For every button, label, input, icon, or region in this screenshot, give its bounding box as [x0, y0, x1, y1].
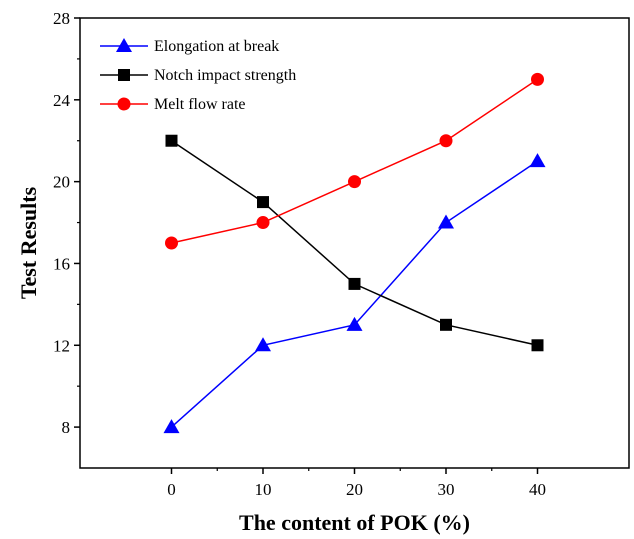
x-tick-label: 40	[529, 480, 546, 499]
data-point	[346, 316, 363, 331]
data-point	[438, 214, 454, 229]
data-point	[348, 175, 361, 189]
data-point	[165, 134, 178, 147]
legend-marker	[118, 69, 130, 81]
x-tick-label: 20	[346, 480, 363, 499]
x-tick-label: 0	[167, 480, 176, 499]
data-point	[256, 216, 270, 230]
data-point	[529, 153, 546, 168]
legend-marker	[116, 38, 132, 52]
y-tick-label: 20	[53, 173, 70, 192]
plot-frame	[79, 17, 630, 469]
y-tick-label: 12	[53, 336, 70, 355]
y-tick-label: 8	[62, 418, 71, 437]
y-tick-label: 28	[53, 9, 70, 28]
y-tick-label: 16	[53, 254, 70, 273]
legend-label: Elongation at break	[154, 38, 279, 55]
x-tick-label: 10	[255, 480, 272, 499]
legend-label: Notch impact strength	[154, 67, 296, 84]
data-point	[257, 196, 269, 209]
data-point	[165, 236, 178, 250]
y-axis-title: Test Results	[16, 186, 41, 299]
series-line-1	[171, 160, 538, 428]
data-point	[440, 318, 452, 331]
data-point	[531, 72, 544, 86]
data-point	[531, 339, 544, 352]
y-tick-label: 24	[53, 91, 71, 110]
legend-marker	[117, 97, 131, 111]
data-point	[439, 134, 453, 148]
data-point	[255, 337, 271, 352]
legend-label: Melt flow rate	[154, 96, 246, 113]
data-point	[348, 277, 361, 290]
x-axis-title: The content of POK (%)	[239, 510, 470, 535]
series-line-2	[171, 140, 538, 347]
x-tick-label: 30	[438, 480, 455, 499]
data-point	[163, 419, 180, 434]
